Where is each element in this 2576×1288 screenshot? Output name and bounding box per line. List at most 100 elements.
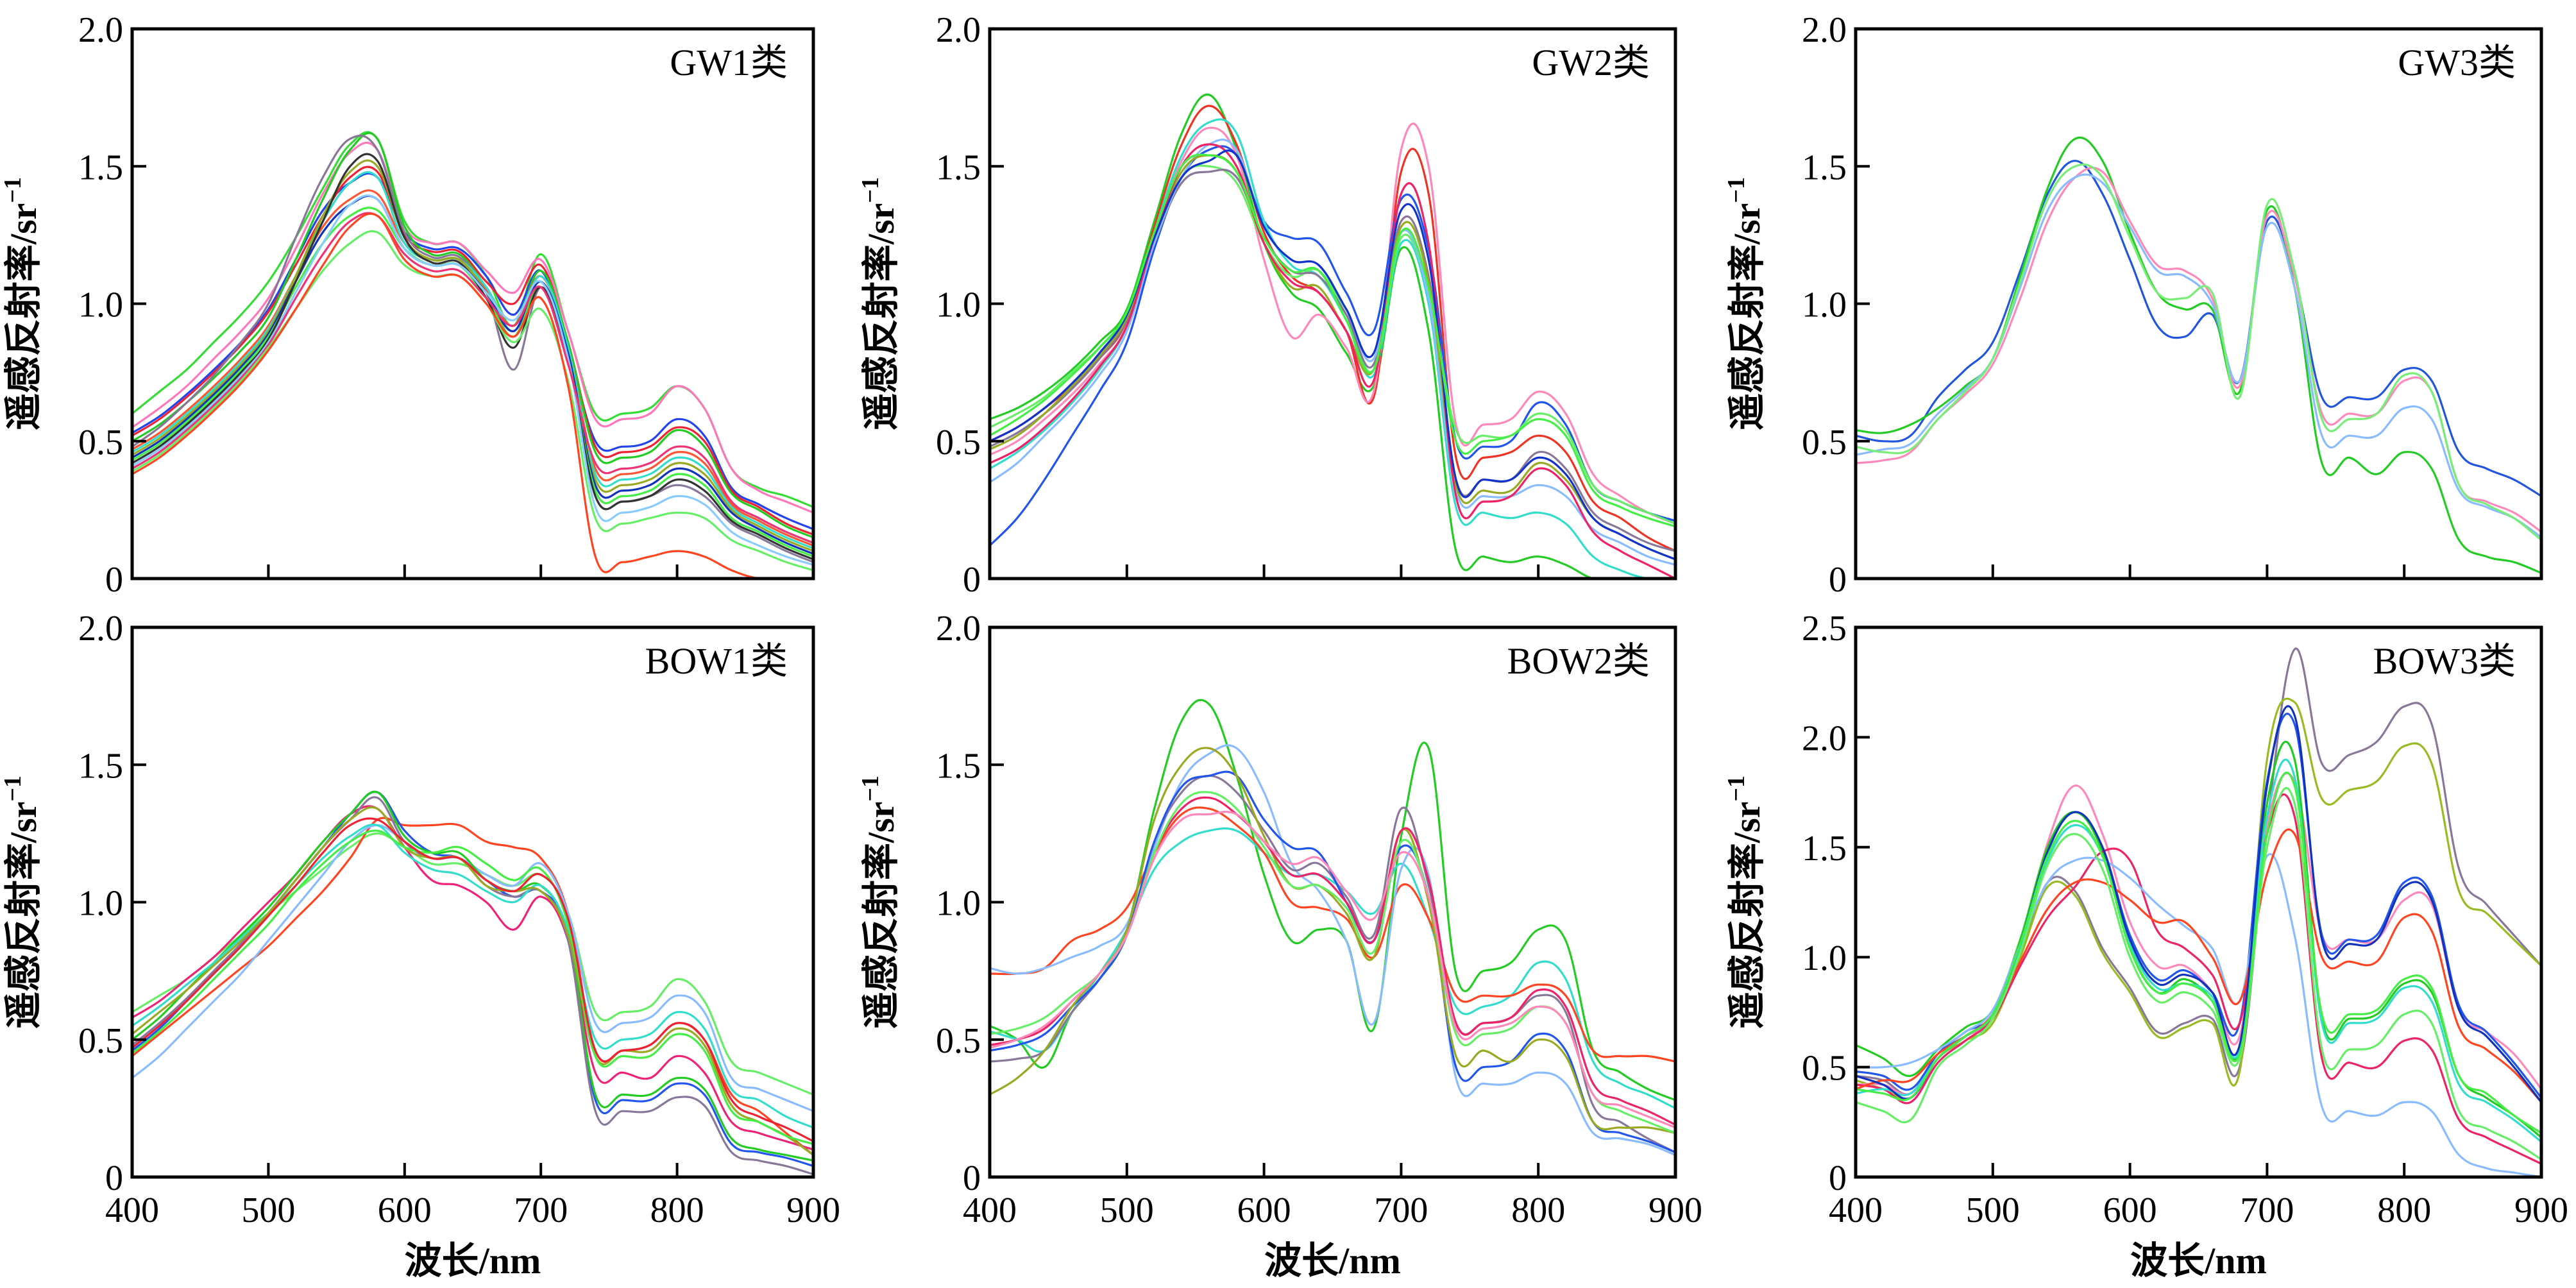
panel-title: GW3类 — [2398, 42, 2516, 83]
panel-title: BOW2类 — [1507, 640, 1650, 682]
y-tick-label: 1.5 — [1802, 829, 1847, 869]
series-group — [1856, 137, 2541, 574]
series-line-s12 — [1856, 771, 2541, 1134]
x-tick-label: 900 — [2514, 1191, 2568, 1230]
series-group — [1856, 647, 2541, 1177]
y-tick-label: 1.0 — [936, 285, 981, 325]
series-line-s8 — [132, 823, 813, 1129]
x-tick-label: 500 — [1100, 1191, 1154, 1230]
panel-bow1: 400 500 600 700 800 900 0 0.5 1.0 1.5 2.0 BOW1类遥感反射… — [0, 609, 840, 1282]
series-line-s9 — [132, 806, 813, 1157]
y-tick-label: 1.5 — [78, 746, 123, 786]
panel-bow2: 400 500 600 700 800 900 0 0.5 1.0 1.5 2.0 BOW2类遥感反射… — [857, 609, 1702, 1282]
y-tick-label: 0 — [963, 1158, 981, 1198]
series-line-s1 — [1856, 160, 2541, 498]
x-tick-label: 700 — [514, 1191, 568, 1230]
x-axis-label: 波长/nm — [1264, 1240, 1401, 1282]
x-tick-label: 800 — [650, 1191, 704, 1230]
y-axis-label: 遥感反射率/sr−1 — [0, 177, 44, 430]
series-line-s1 — [1856, 647, 2541, 1096]
y-tick-label: 0.5 — [1802, 423, 1847, 462]
x-axis-label: 波长/nm — [405, 1240, 541, 1282]
y-tick-label: 0 — [105, 560, 123, 600]
y-tick-label: 1.0 — [936, 884, 981, 924]
y-tick-label: 0.5 — [78, 423, 123, 462]
series-line-s7 — [990, 169, 1675, 552]
series-line-s12 — [990, 153, 1675, 528]
y-tick-label: 0 — [105, 1158, 123, 1198]
x-tick-label: 600 — [2103, 1191, 2157, 1230]
series-line-s2 — [1856, 137, 2541, 574]
panel-title: BOW3类 — [2373, 640, 2516, 682]
x-tick-label: 600 — [378, 1191, 432, 1230]
y-tick-label: 1.0 — [78, 285, 123, 325]
y-tick-label: 0 — [1829, 1158, 1847, 1198]
series-line-s4 — [990, 145, 1675, 547]
series-line-s10 — [990, 810, 1675, 1129]
x-tick-label: 800 — [1511, 1191, 1565, 1230]
series-line-s13 — [132, 194, 813, 566]
y-tick-label: 2.0 — [936, 10, 981, 50]
y-axis-label: 遥感反射率/sr−1 — [0, 775, 44, 1029]
x-tick-label: 400 — [963, 1191, 1017, 1230]
series-line-s3 — [132, 805, 813, 1151]
y-tick-label: 2.0 — [1802, 718, 1847, 758]
series-line-s1 — [990, 93, 1675, 579]
y-tick-label: 0 — [963, 560, 981, 600]
y-axis-label: 遥感反射率/sr−1 — [1723, 775, 1768, 1029]
y-tick-label: 0.5 — [78, 1021, 123, 1061]
series-line-s11 — [132, 817, 813, 1142]
series-line-s4 — [132, 790, 813, 1167]
series-line-s2 — [1856, 697, 2541, 1101]
series-line-s8 — [132, 171, 813, 550]
x-tick-label: 900 — [786, 1191, 840, 1230]
series-line-s7 — [990, 747, 1675, 1134]
y-tick-label: 2.0 — [78, 10, 123, 50]
x-tick-label: 900 — [1648, 1191, 1702, 1230]
series-line-s9 — [990, 154, 1675, 561]
series-line-s6 — [990, 164, 1675, 525]
plot-frame — [130, 625, 815, 1179]
panel-bow3: 400 500 600 700 800 900 0 0.5 1.0 1.5 2.0 2.5 BOW3类遥… — [1723, 609, 2568, 1282]
y-tick-label: 2.0 — [78, 609, 123, 648]
y-axis-label: 遥感反射率/sr−1 — [857, 775, 902, 1029]
x-tick-label: 700 — [1374, 1191, 1428, 1230]
y-tick-label: 2.0 — [936, 609, 981, 648]
panel-title: BOW1类 — [645, 640, 788, 682]
plot-frame — [1854, 625, 2543, 1179]
series-line-s4 — [990, 744, 1675, 1157]
y-tick-label: 1.5 — [78, 148, 123, 187]
series-line-s16 — [132, 212, 813, 579]
y-tick-label: 0 — [1829, 560, 1847, 600]
series-line-s10 — [132, 194, 813, 555]
series-line-s10 — [1856, 786, 2541, 1161]
series-line-s5 — [132, 824, 813, 1112]
y-tick-label: 1.0 — [1802, 938, 1847, 978]
series-line-s10 — [990, 143, 1675, 579]
series-line-s5 — [1856, 163, 2541, 541]
y-tick-label: 1.5 — [936, 746, 981, 786]
panel-title: GW2类 — [1532, 42, 1650, 83]
x-tick-label: 500 — [1966, 1191, 2020, 1230]
series-line-s2 — [132, 141, 813, 514]
panel-title: GW1类 — [670, 42, 788, 83]
x-tick-label: 400 — [105, 1191, 159, 1230]
series-line-s7 — [132, 189, 813, 547]
series-line-s14 — [132, 212, 813, 544]
series-line-s11 — [990, 149, 1675, 561]
x-tick-label: 600 — [1237, 1191, 1291, 1230]
series-group — [990, 93, 1675, 579]
y-tick-label: 2.5 — [1802, 609, 1847, 648]
y-tick-label: 1.5 — [1802, 148, 1847, 187]
y-tick-label: 2.0 — [1802, 10, 1847, 50]
series-line-s8 — [990, 139, 1675, 566]
x-tick-label: 400 — [1829, 1191, 1883, 1230]
y-tick-label: 0.5 — [936, 1021, 981, 1061]
y-tick-label: 1.0 — [78, 884, 123, 924]
y-axis-label: 遥感反射率/sr−1 — [1723, 177, 1768, 430]
